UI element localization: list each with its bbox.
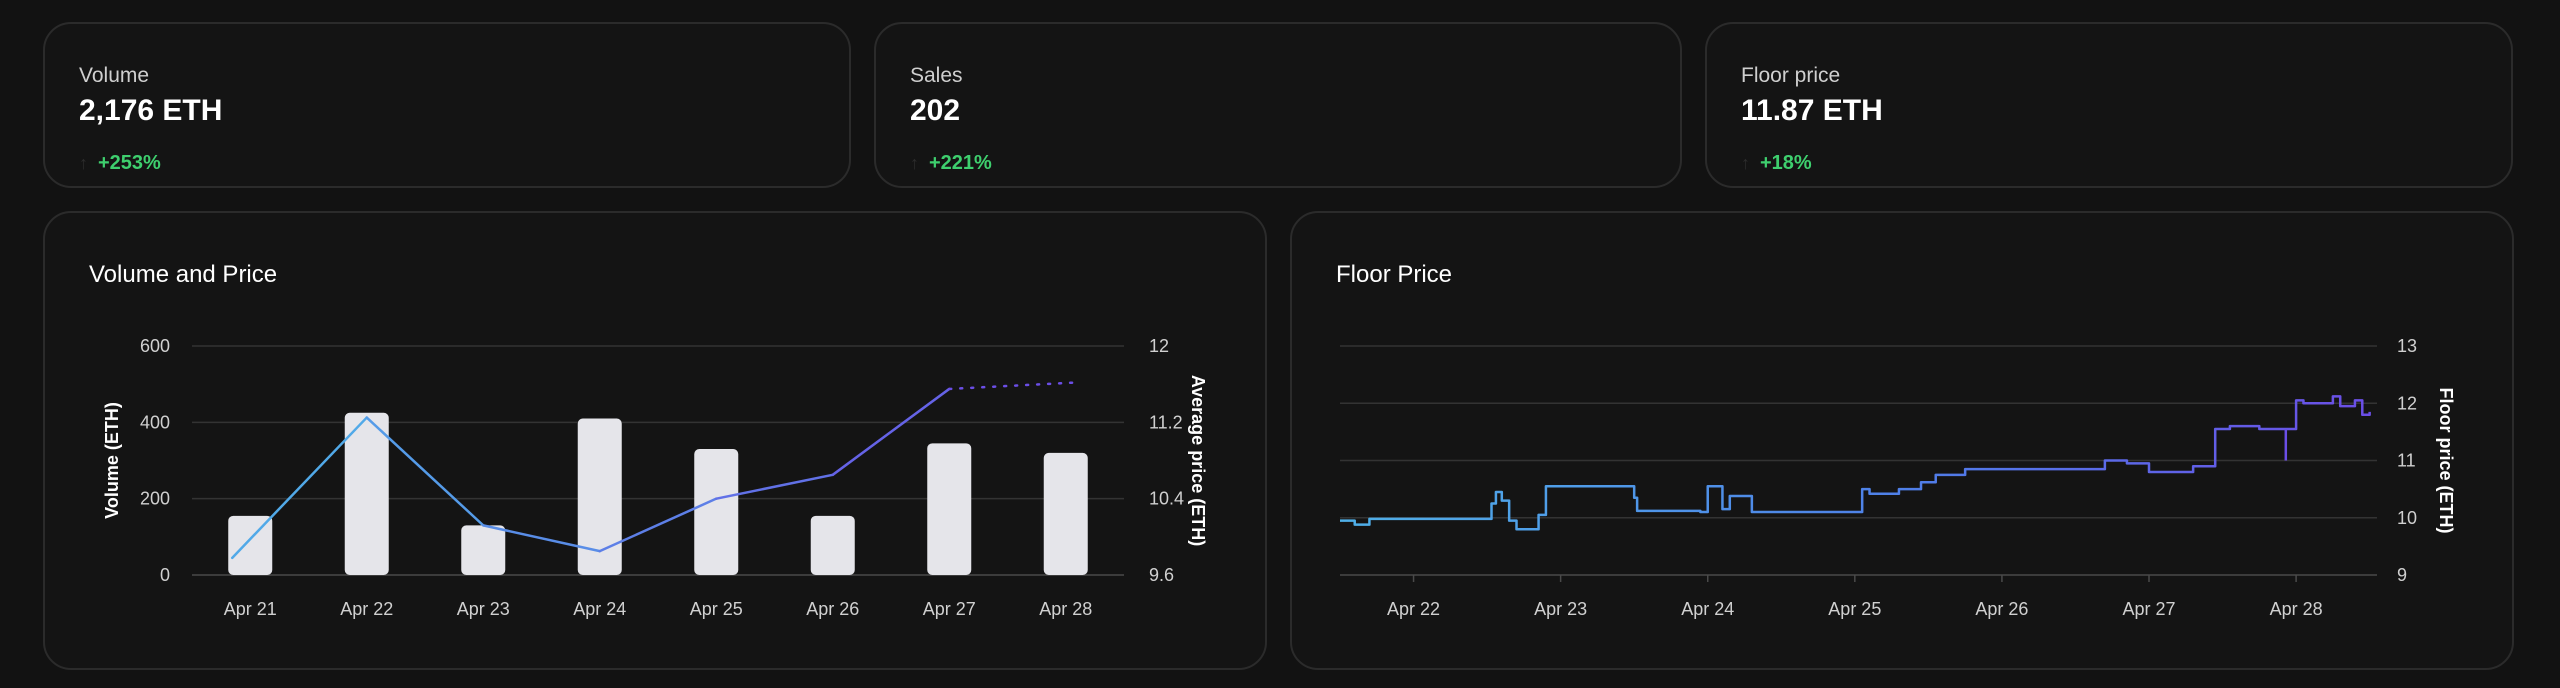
y2-tick-label: 11.2	[1149, 412, 1183, 432]
arrow-up-icon: ↑	[910, 153, 919, 173]
x-tick-label: Apr 21	[224, 599, 277, 619]
chart-title: Floor Price	[1336, 261, 1453, 288]
volume-bar	[461, 525, 506, 575]
volume-bar	[228, 515, 273, 575]
y-tick-label: 12	[2397, 393, 2417, 413]
volume-bar	[577, 418, 622, 575]
x-tick-label: Apr 25	[1828, 599, 1881, 619]
x-tick-label: Apr 26	[806, 599, 859, 619]
chart-title: Volume and Price	[89, 261, 278, 288]
arrow-up-icon: ↑	[1741, 153, 1750, 173]
price-line-segment	[231, 416, 368, 560]
y-tick-label: 13	[2397, 336, 2417, 356]
floor-price-chart: 9 10 11 12 13 Floor price (ETH) Apr 22 Apr 23 Ap…	[1340, 336, 2456, 619]
arrow-up-icon: ↑	[79, 153, 88, 173]
stat-value: 11.87 ETH	[1741, 94, 1883, 127]
x-tick-label: Apr 23	[1534, 599, 1587, 619]
stat-change: ↑ +253%	[79, 152, 161, 175]
volume-bar	[810, 515, 855, 575]
y-tick-label: 600	[140, 336, 170, 356]
y2-tick-label: 12	[1149, 336, 1169, 356]
price-line-segment	[365, 416, 485, 527]
price-line-segment	[482, 524, 601, 553]
x-tick-label: Apr 28	[2270, 599, 2323, 619]
price-line-segment	[598, 497, 718, 553]
floor-price-line	[1340, 395, 2371, 531]
x-tick-label: Apr 27	[923, 599, 976, 619]
x-tick-label: Apr 22	[1387, 599, 1440, 619]
stat-card-sales: Sales 202 ↑ +221%	[874, 22, 1682, 188]
price-line-segment	[715, 473, 834, 500]
volume-bar	[927, 443, 972, 575]
y2-axis-title: Average price (ETH)	[1188, 375, 1208, 546]
price-line-segment	[831, 387, 951, 477]
y-tick-label: 11	[2397, 451, 2416, 471]
stat-card-floor-price: Floor price 11.87 ETH ↑ +18%	[1705, 22, 2513, 188]
y-axis-title: Volume (ETH)	[102, 402, 122, 519]
stat-label: Sales	[910, 64, 963, 87]
floor-price-card: Floor Price 9 10 11 12 13 Floor price (ETH) Ap…	[1290, 211, 2514, 670]
x-tick-label: Apr 27	[2122, 599, 2175, 619]
y-axis-title: Floor price (ETH)	[2436, 387, 2456, 533]
x-tick-label: Apr 24	[1681, 599, 1734, 619]
y-tick-label: 10	[2397, 508, 2417, 528]
y-tick-label: 0	[160, 565, 170, 585]
price-projected-line	[948, 381, 1082, 391]
y-tick-label: 200	[140, 489, 170, 509]
stat-change-value: +221%	[929, 152, 992, 174]
volume-bar	[694, 449, 739, 575]
x-tick-label: Apr 26	[1975, 599, 2028, 619]
stat-change-value: +18%	[1760, 152, 1812, 174]
stat-change: ↑ +18%	[1741, 152, 1812, 175]
volume-price-card: Volume and Price 0 200 400 600 9.6 10.4 11.2 12…	[43, 211, 1267, 670]
x-tick-label: Apr 28	[1039, 599, 1092, 619]
x-tick-label: Apr 23	[457, 599, 510, 619]
stat-label: Volume	[79, 64, 150, 87]
volume-price-chart: 0 200 400 600 9.6 10.4 11.2 12 Volume (ETH) Avera…	[102, 336, 1208, 619]
stat-card-volume: Volume 2,176 ETH ↑ +253%	[43, 22, 851, 188]
stat-value: 202	[910, 94, 961, 127]
y-tick-label: 9	[2397, 565, 2407, 585]
stat-change-value: +253%	[98, 152, 161, 174]
y2-tick-label: 9.6	[1149, 565, 1174, 585]
x-tick-label: Apr 25	[690, 599, 743, 619]
volume-bar	[344, 412, 389, 575]
x-tick-label: Apr 24	[573, 599, 626, 619]
y2-tick-label: 10.4	[1149, 489, 1184, 509]
stat-label: Floor price	[1741, 64, 1841, 87]
volume-bar	[1043, 452, 1088, 575]
stat-value: 2,176 ETH	[79, 94, 223, 127]
stat-change: ↑ +221%	[910, 152, 992, 175]
y-tick-label: 400	[140, 412, 170, 432]
x-tick-label: Apr 22	[340, 599, 393, 619]
